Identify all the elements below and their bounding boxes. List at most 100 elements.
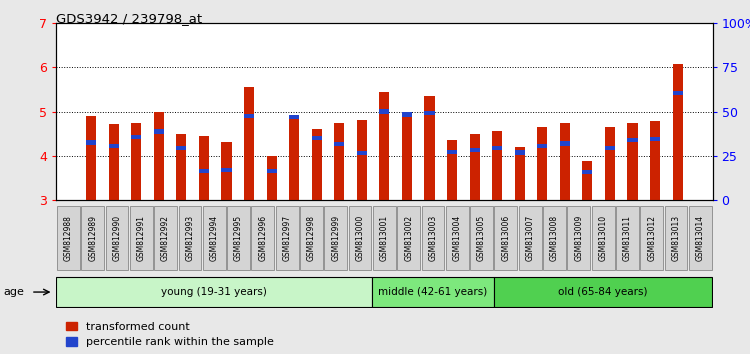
- Bar: [154, 206, 177, 270]
- Bar: [424, 110, 434, 115]
- Bar: [492, 146, 502, 150]
- Bar: [537, 144, 548, 148]
- Bar: [176, 146, 187, 150]
- Bar: [560, 122, 570, 200]
- Bar: [673, 91, 682, 95]
- Bar: [266, 156, 277, 200]
- Text: GSM813014: GSM813014: [696, 215, 705, 261]
- Bar: [380, 92, 389, 200]
- Bar: [470, 206, 493, 270]
- Text: GSM812999: GSM812999: [332, 215, 340, 261]
- Bar: [357, 120, 367, 200]
- Text: GSM813007: GSM813007: [526, 215, 535, 261]
- Bar: [470, 133, 480, 200]
- Text: GSM813010: GSM813010: [598, 215, 608, 261]
- Bar: [289, 116, 299, 200]
- Bar: [689, 206, 712, 270]
- Bar: [398, 206, 420, 270]
- Bar: [227, 206, 250, 270]
- Bar: [56, 278, 372, 307]
- Bar: [289, 115, 299, 119]
- Bar: [422, 206, 445, 270]
- Bar: [446, 206, 469, 270]
- Bar: [582, 170, 592, 175]
- Bar: [357, 151, 367, 155]
- Text: GSM812997: GSM812997: [283, 215, 292, 261]
- Bar: [334, 122, 344, 200]
- Text: GSM813003: GSM813003: [428, 215, 437, 261]
- Text: GSM812992: GSM812992: [161, 215, 170, 261]
- Text: GSM813008: GSM813008: [550, 215, 559, 261]
- Text: GSM813011: GSM813011: [623, 215, 632, 261]
- Bar: [673, 64, 682, 200]
- Bar: [604, 127, 615, 200]
- Text: GSM813001: GSM813001: [380, 215, 388, 261]
- Text: GSM813002: GSM813002: [404, 215, 413, 261]
- Text: young (19-31 years): young (19-31 years): [161, 287, 267, 297]
- Bar: [251, 206, 274, 270]
- Text: GSM813009: GSM813009: [574, 215, 584, 261]
- Bar: [470, 148, 480, 152]
- Bar: [86, 116, 96, 200]
- Bar: [402, 113, 412, 117]
- Bar: [447, 150, 457, 154]
- Text: GSM812996: GSM812996: [258, 215, 267, 261]
- Bar: [494, 206, 517, 270]
- Bar: [266, 169, 277, 173]
- Text: GSM813013: GSM813013: [671, 215, 680, 261]
- Text: GSM812994: GSM812994: [210, 215, 219, 261]
- Bar: [106, 206, 128, 270]
- Bar: [154, 129, 164, 133]
- Bar: [664, 206, 688, 270]
- Bar: [650, 121, 660, 200]
- Bar: [109, 144, 118, 148]
- Bar: [349, 206, 371, 270]
- Bar: [130, 206, 153, 270]
- Text: GSM812995: GSM812995: [234, 215, 243, 261]
- Bar: [244, 87, 254, 200]
- Bar: [221, 168, 232, 172]
- Bar: [324, 206, 347, 270]
- Text: GSM813012: GSM813012: [647, 215, 656, 261]
- Text: GSM812990: GSM812990: [112, 215, 122, 261]
- Bar: [109, 124, 118, 200]
- Bar: [447, 140, 457, 200]
- Bar: [492, 131, 502, 200]
- Bar: [57, 206, 80, 270]
- Bar: [373, 206, 396, 270]
- Text: GSM812991: GSM812991: [136, 215, 146, 261]
- Bar: [424, 96, 434, 200]
- Bar: [372, 278, 494, 307]
- Bar: [592, 206, 614, 270]
- Text: old (65-84 years): old (65-84 years): [558, 287, 648, 297]
- Text: GSM813005: GSM813005: [477, 215, 486, 261]
- Text: middle (42-61 years): middle (42-61 years): [378, 287, 488, 297]
- Text: GSM812998: GSM812998: [307, 215, 316, 261]
- Text: GSM813006: GSM813006: [502, 215, 511, 261]
- Bar: [494, 278, 712, 307]
- Bar: [86, 140, 96, 145]
- Bar: [604, 146, 615, 150]
- Bar: [537, 127, 548, 200]
- Bar: [244, 114, 254, 118]
- Bar: [176, 133, 187, 200]
- Bar: [300, 206, 323, 270]
- Text: GSM813000: GSM813000: [356, 215, 364, 261]
- Bar: [380, 109, 389, 114]
- Text: GDS3942 / 239798_at: GDS3942 / 239798_at: [56, 12, 202, 25]
- Bar: [650, 137, 660, 141]
- Legend: transformed count, percentile rank within the sample: transformed count, percentile rank withi…: [62, 317, 278, 352]
- Bar: [131, 135, 141, 139]
- Bar: [543, 206, 566, 270]
- Bar: [221, 143, 232, 200]
- Bar: [628, 138, 638, 142]
- Bar: [519, 206, 542, 270]
- Text: GSM812989: GSM812989: [88, 215, 98, 261]
- Bar: [628, 124, 638, 200]
- Text: GSM813004: GSM813004: [453, 215, 462, 261]
- Bar: [616, 206, 639, 270]
- Text: GSM812988: GSM812988: [64, 215, 73, 261]
- Text: age: age: [4, 287, 25, 297]
- Bar: [514, 150, 525, 155]
- Bar: [202, 206, 226, 270]
